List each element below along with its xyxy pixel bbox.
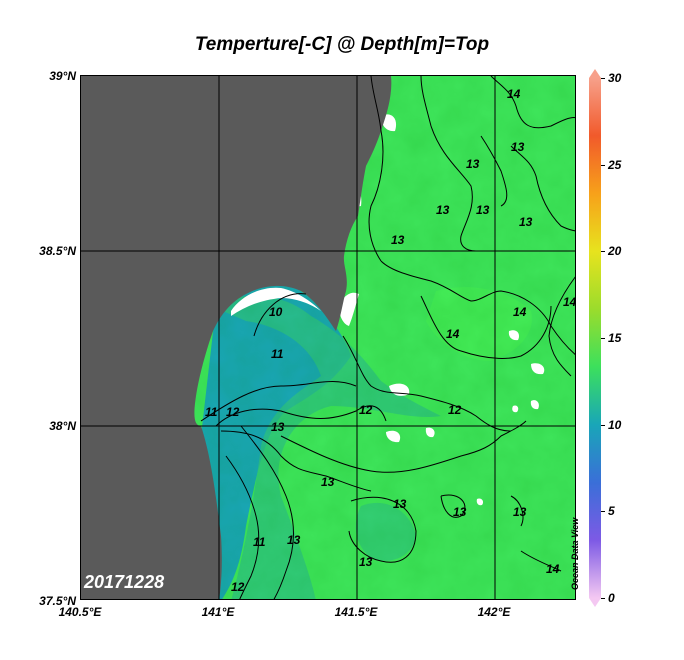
contour-label: 12 [359,403,373,417]
colorbar [589,78,601,598]
contour-label: 13 [271,420,285,434]
contour-label: 13 [321,475,335,489]
colorbar-tick [601,165,605,166]
x-tick-label: 142°E [477,605,511,619]
missing-patch [476,498,484,506]
colorbar-label: 20 [608,244,622,258]
y-tick-label: 39°N [49,69,76,83]
contour-label: 13 [287,533,301,547]
colorbar-label: 15 [608,331,622,345]
land-mass [81,76,392,599]
colorbar-tick [601,338,605,339]
contour-label: 13 [436,203,450,217]
contour-label: 13 [359,555,373,569]
x-tick-label: 141.5°E [334,605,378,619]
colorbar-tick [601,511,605,512]
colorbar-bottom-arrow [589,598,601,607]
colorbar-top-arrow [589,69,601,78]
contour-label: 13 [511,140,525,154]
grid-lines [81,76,575,599]
colorbar-label: 0 [608,591,615,605]
missing-patch [531,363,545,375]
y-tick-label: 38°N [49,419,76,433]
colorbar-tick [601,251,605,252]
contour-label: 11 [205,405,218,419]
odv-watermark: Ocean Data View [570,517,580,590]
contour-label: 12 [231,580,245,594]
missing-patch [508,330,519,341]
contour-label: 14 [507,87,521,101]
colorbar-label: 25 [608,158,622,172]
colorbar-label: 10 [608,418,622,432]
missing-patch [339,292,359,326]
colorbar-tick [601,425,605,426]
x-tick-label: 141°E [201,605,235,619]
colorbar-tick [601,598,605,599]
missing-patch [530,400,539,410]
missing-patch [231,287,321,316]
contour-label: 13 [513,505,527,519]
contour-label: 13 [476,203,490,217]
contour-label: 14 [546,562,560,576]
contour-label: 13 [453,505,467,519]
contour-labels: 14 13 13 13 13 13 13 14 14 14 12 10 11 1… [205,87,576,594]
map-panel: 14 13 13 13 13 13 13 14 14 14 12 10 11 1… [80,75,576,600]
contour-label: 14 [563,295,576,309]
date-label: 20171228 [84,572,165,592]
missing-patch [512,405,519,413]
missing-patch [425,427,435,438]
contour-label: 10 [269,305,283,319]
colorbar-label: 30 [608,71,622,85]
contour-label: 11 [253,535,266,549]
contour-label: 11 [271,347,284,361]
contour-label: 13 [393,497,407,511]
colorbar-label: 5 [608,504,615,518]
y-tick-label: 38.5°N [39,244,76,258]
missing-patch [386,430,401,443]
contour-label: 14 [513,305,527,319]
contour-label: 13 [466,157,480,171]
contour-lines [200,76,575,599]
contour-label: 12 [226,405,240,419]
x-tick-label: 140.5°E [58,605,102,619]
y-tick-label: 37.5°N [39,594,76,608]
colorbar-tick [601,78,605,79]
contour-label: 12 [448,403,462,417]
contour-label: 13 [391,233,405,247]
map-svg: 14 13 13 13 13 13 13 14 14 14 12 10 11 1… [81,76,576,599]
contour-label: 14 [446,327,460,341]
contour-label: 13 [519,215,533,229]
chart-title: Temperture[-C] @ Depth[m]=Top [194,34,490,55]
